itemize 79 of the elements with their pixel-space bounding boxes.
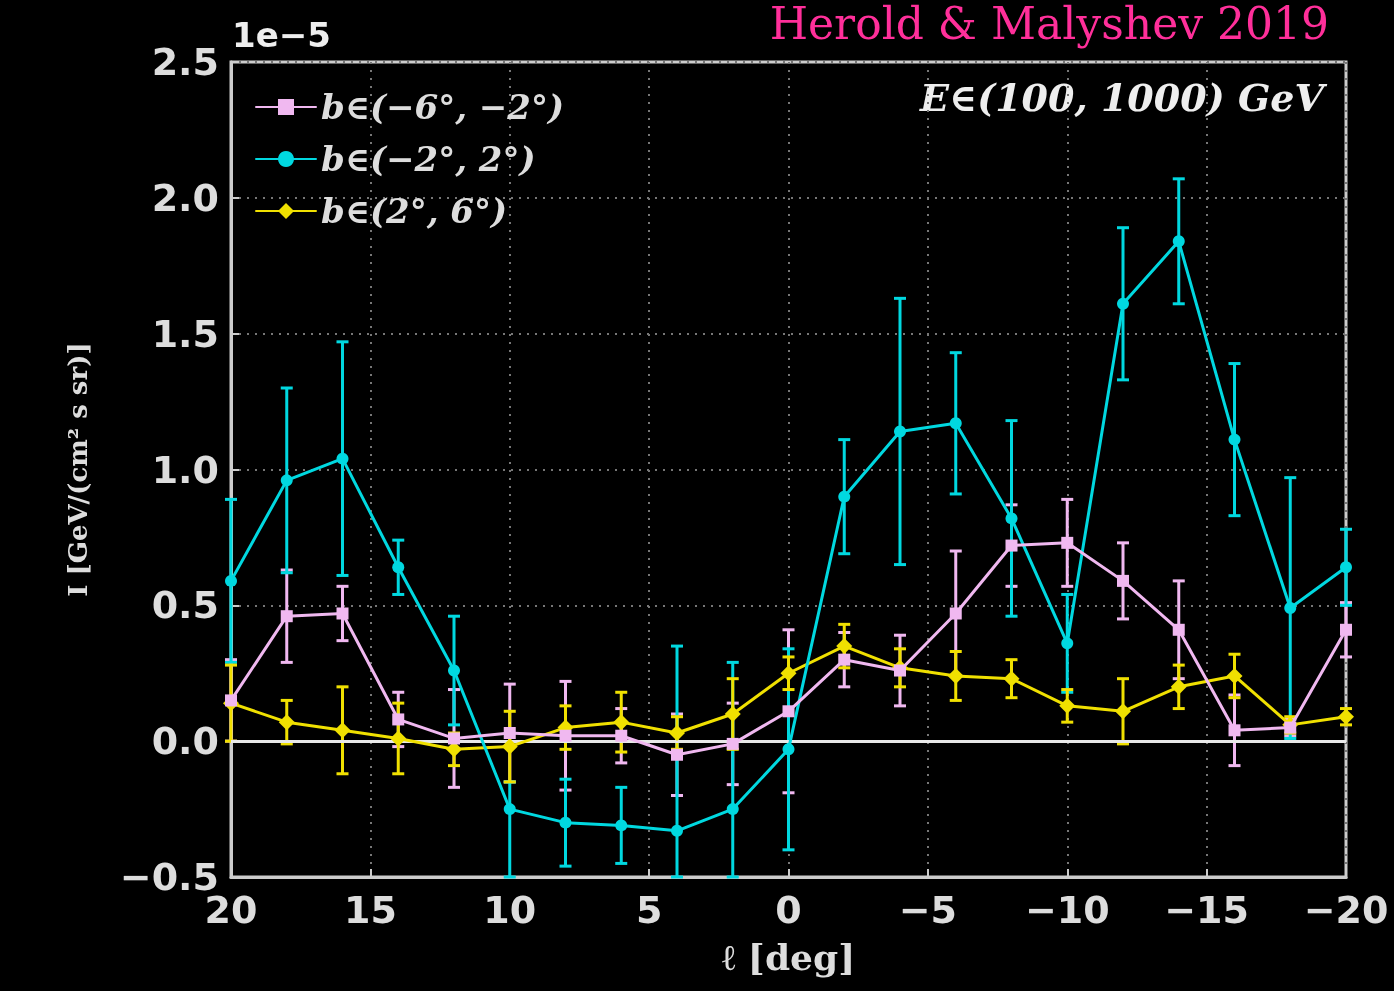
y-tick-label: 2.5 xyxy=(151,40,219,84)
point xyxy=(225,694,237,707)
legend-label: b∈(2°, 6°) xyxy=(321,191,508,231)
point xyxy=(1117,297,1129,310)
x-tick-label: 0 xyxy=(775,888,802,932)
y-tick-label: 1.5 xyxy=(151,311,219,356)
point xyxy=(392,561,405,574)
point xyxy=(671,824,683,837)
point xyxy=(1117,574,1129,587)
point xyxy=(448,732,460,745)
point xyxy=(1228,724,1241,737)
y-tick-label: 1.0 xyxy=(151,447,219,492)
x-tick-label: 10 xyxy=(483,888,537,932)
y-tick-label: 0.5 xyxy=(151,583,219,628)
point xyxy=(225,574,237,587)
y-tick-label: 2.0 xyxy=(151,175,219,220)
point xyxy=(726,737,739,750)
point xyxy=(782,705,795,718)
point xyxy=(1115,703,1131,720)
point xyxy=(726,803,739,816)
point xyxy=(501,738,518,755)
point xyxy=(1059,697,1076,714)
point xyxy=(838,490,851,503)
point xyxy=(334,722,351,739)
point xyxy=(1340,561,1352,574)
point xyxy=(836,638,853,655)
point xyxy=(1172,235,1185,248)
point xyxy=(894,664,906,677)
legend-label: b∈(−6°, −2°) xyxy=(321,87,565,127)
point xyxy=(780,665,797,682)
point xyxy=(1226,667,1243,684)
point xyxy=(1284,602,1297,615)
point xyxy=(448,664,460,677)
y-axis-title: I [GeV/(cm² s sr)] xyxy=(63,342,93,597)
point xyxy=(280,610,293,623)
legend-label: b∈(−2°, 2°) xyxy=(321,139,536,179)
chart-title: Herold & Malyshev 2019 xyxy=(769,0,1330,49)
point xyxy=(949,607,962,620)
point xyxy=(613,714,630,731)
x-tick-label: −20 xyxy=(1303,888,1389,932)
annotation: E∈(100, 1000) GeV xyxy=(919,74,1328,120)
point xyxy=(1061,536,1074,549)
point xyxy=(559,816,572,829)
point xyxy=(1340,623,1352,636)
point xyxy=(1061,637,1074,650)
text: 1e−5 xyxy=(232,15,331,55)
y-tick-label: 0.0 xyxy=(151,719,219,764)
point xyxy=(1005,539,1018,552)
point xyxy=(278,714,295,731)
point xyxy=(615,729,628,742)
point xyxy=(390,730,407,747)
point xyxy=(669,725,685,742)
point xyxy=(724,706,741,722)
point xyxy=(615,819,628,832)
point xyxy=(503,803,516,816)
point xyxy=(894,425,906,438)
x-tick-label: −15 xyxy=(1164,888,1249,932)
point xyxy=(559,729,572,742)
point xyxy=(503,727,516,740)
point xyxy=(1003,670,1020,687)
point xyxy=(1170,678,1187,695)
x-tick-label: 15 xyxy=(343,888,397,932)
point xyxy=(1172,623,1185,636)
x-tick-label: 5 xyxy=(635,888,663,932)
x-tick-label: −10 xyxy=(1024,888,1110,932)
x-tick-label: −5 xyxy=(898,888,958,932)
point xyxy=(1005,512,1018,525)
point xyxy=(1228,433,1241,446)
point xyxy=(838,653,851,666)
point xyxy=(336,607,349,620)
x-axis-title: ℓ [deg] xyxy=(721,936,856,978)
point xyxy=(671,748,683,761)
point xyxy=(782,743,795,756)
point xyxy=(392,713,405,726)
point xyxy=(1284,721,1297,734)
point xyxy=(949,417,962,430)
point xyxy=(336,452,349,465)
point xyxy=(947,667,964,684)
point xyxy=(280,474,293,487)
